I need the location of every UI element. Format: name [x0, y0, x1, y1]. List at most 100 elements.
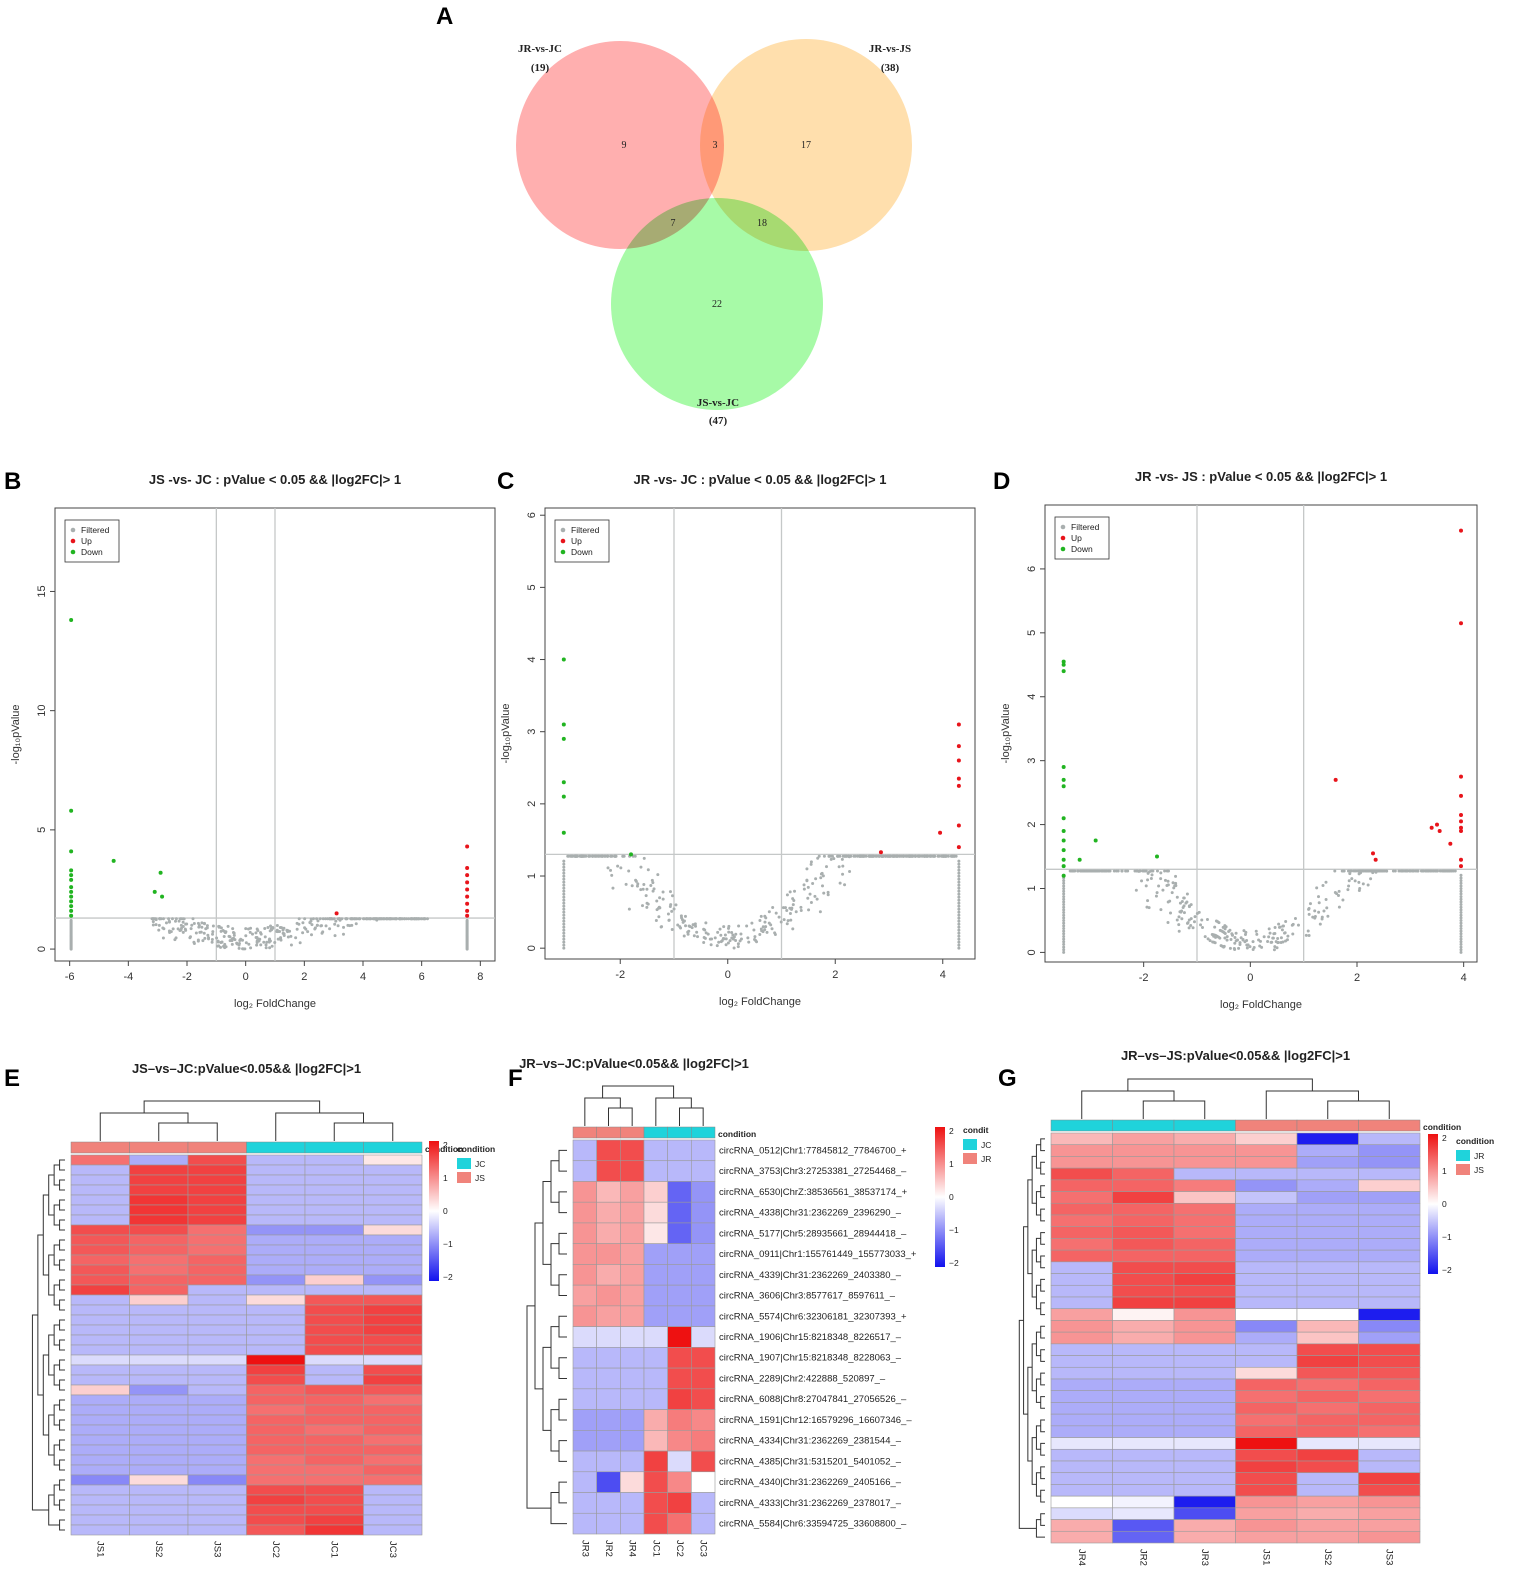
heatmap-cell: [667, 1201, 692, 1224]
filtered-point: [906, 854, 910, 858]
down-point: [69, 885, 74, 890]
heatmap-cell: [691, 1471, 716, 1493]
filtered-point: [1238, 942, 1242, 946]
heatmap-cell: [596, 1492, 621, 1514]
heatmap-cell: [70, 1304, 130, 1316]
heatmap-cell: [596, 1326, 621, 1348]
filtered-point: [752, 928, 756, 932]
filtered-point: [181, 925, 185, 929]
heatmap-cell: [1235, 1331, 1298, 1345]
row-dendrogram-branch: [1040, 1255, 1045, 1269]
filtered-point: [1325, 906, 1329, 910]
heatmap-cell: [596, 1367, 621, 1390]
column-dendrogram-branch: [143, 1100, 321, 1113]
down-point: [561, 722, 566, 727]
heatmap-cell: [1173, 1402, 1236, 1415]
row-dendrogram-branch: [59, 1319, 65, 1331]
filtered-point: [217, 924, 221, 928]
heatmap-cell: [1112, 1484, 1175, 1497]
heatmap-cell: [187, 1404, 247, 1416]
filtered-point: [1200, 918, 1204, 922]
filtered-point: [1357, 872, 1361, 876]
row-dendrogram-branch: [31, 1314, 49, 1511]
filtered-point: [1255, 932, 1259, 936]
heatmap-cell: [1358, 1167, 1421, 1181]
heatmap-cell: [620, 1201, 645, 1224]
heatmap-cell: [620, 1139, 645, 1162]
heatmap-cell: [1358, 1284, 1421, 1298]
filtered-point: [562, 883, 566, 887]
filtered-point: [1459, 908, 1463, 912]
heatmap-cell: [1358, 1460, 1421, 1474]
filtered-point: [1224, 925, 1228, 929]
y-tick-label: 3: [1026, 758, 1038, 764]
filtered-point: [265, 940, 269, 944]
down-point: [561, 736, 566, 741]
heatmap-cell: [1112, 1284, 1175, 1298]
heatmap-cell: [70, 1424, 130, 1436]
heatmap-cell: [304, 1184, 364, 1196]
heatmap-cell: [304, 1364, 364, 1376]
heatmap-cell: [1050, 1202, 1113, 1216]
heatmap-cell: [129, 1194, 189, 1206]
heatmap-cell: [246, 1464, 306, 1476]
venn-circle-js-vs-jc: [611, 198, 823, 410]
heatmap-cell: [1296, 1179, 1359, 1192]
filtered-point: [920, 854, 924, 858]
heatmap-cell: [246, 1164, 306, 1176]
filtered-point: [1317, 910, 1321, 914]
heatmap-cell: [1358, 1472, 1421, 1485]
legend-entry: Filtered: [571, 525, 600, 535]
filtered-point: [1449, 869, 1453, 873]
filtered-point: [868, 854, 872, 858]
row-dendrogram-branch: [558, 1481, 567, 1504]
up-point: [956, 783, 961, 788]
filtered-point: [1062, 900, 1066, 904]
up-point: [956, 758, 961, 763]
color-scale-tick: −1: [1442, 1232, 1452, 1242]
filtered-point: [221, 929, 225, 933]
heatmap-cell: [1173, 1261, 1236, 1274]
heatmap-cell: [1173, 1366, 1236, 1380]
filtered-point: [639, 888, 643, 892]
filtered-point: [957, 868, 961, 872]
filtered-point: [726, 941, 730, 945]
filtered-point: [323, 917, 327, 921]
filtered-point: [174, 936, 178, 940]
plot-frame: [1044, 504, 1478, 963]
filtered-point: [718, 927, 722, 931]
filtered-point: [372, 917, 376, 921]
filtered-point: [1361, 882, 1365, 886]
heatmap-cell: [1173, 1519, 1236, 1532]
heatmap-cell: [643, 1305, 668, 1327]
venn-region-ab: 3: [713, 140, 718, 151]
filtered-point: [724, 943, 728, 947]
heatmap-cell: [129, 1234, 189, 1246]
filtered-point: [827, 854, 831, 858]
x-tick-label: -2: [182, 971, 192, 983]
heatmap-cell: [246, 1264, 306, 1276]
y-tick-label: 0: [526, 945, 538, 951]
filtered-point: [1062, 903, 1066, 907]
down-point: [629, 852, 633, 857]
filtered-point: [1440, 869, 1444, 873]
y-tick-label: 5: [36, 827, 48, 833]
filtered-point: [785, 922, 789, 926]
filtered-point: [295, 921, 299, 925]
filtered-point: [1086, 869, 1090, 873]
heatmap-cell: [363, 1414, 423, 1426]
filtered-point: [1266, 940, 1270, 944]
column-dendrogram-branch: [1127, 1078, 1313, 1091]
color-scale-tick: −1: [949, 1225, 959, 1235]
heatmap-cell: [1296, 1167, 1359, 1181]
filtered-point: [192, 940, 196, 944]
heatmap-cell: [667, 1450, 692, 1473]
filtered-point: [194, 931, 198, 935]
up-point: [1333, 777, 1338, 782]
heatmap-cell: [70, 1194, 130, 1206]
heatmap-cell: [129, 1464, 189, 1476]
heatmap-cell: [1050, 1437, 1113, 1450]
heatmap-cell: [129, 1494, 189, 1506]
filtered-point: [1405, 869, 1409, 873]
